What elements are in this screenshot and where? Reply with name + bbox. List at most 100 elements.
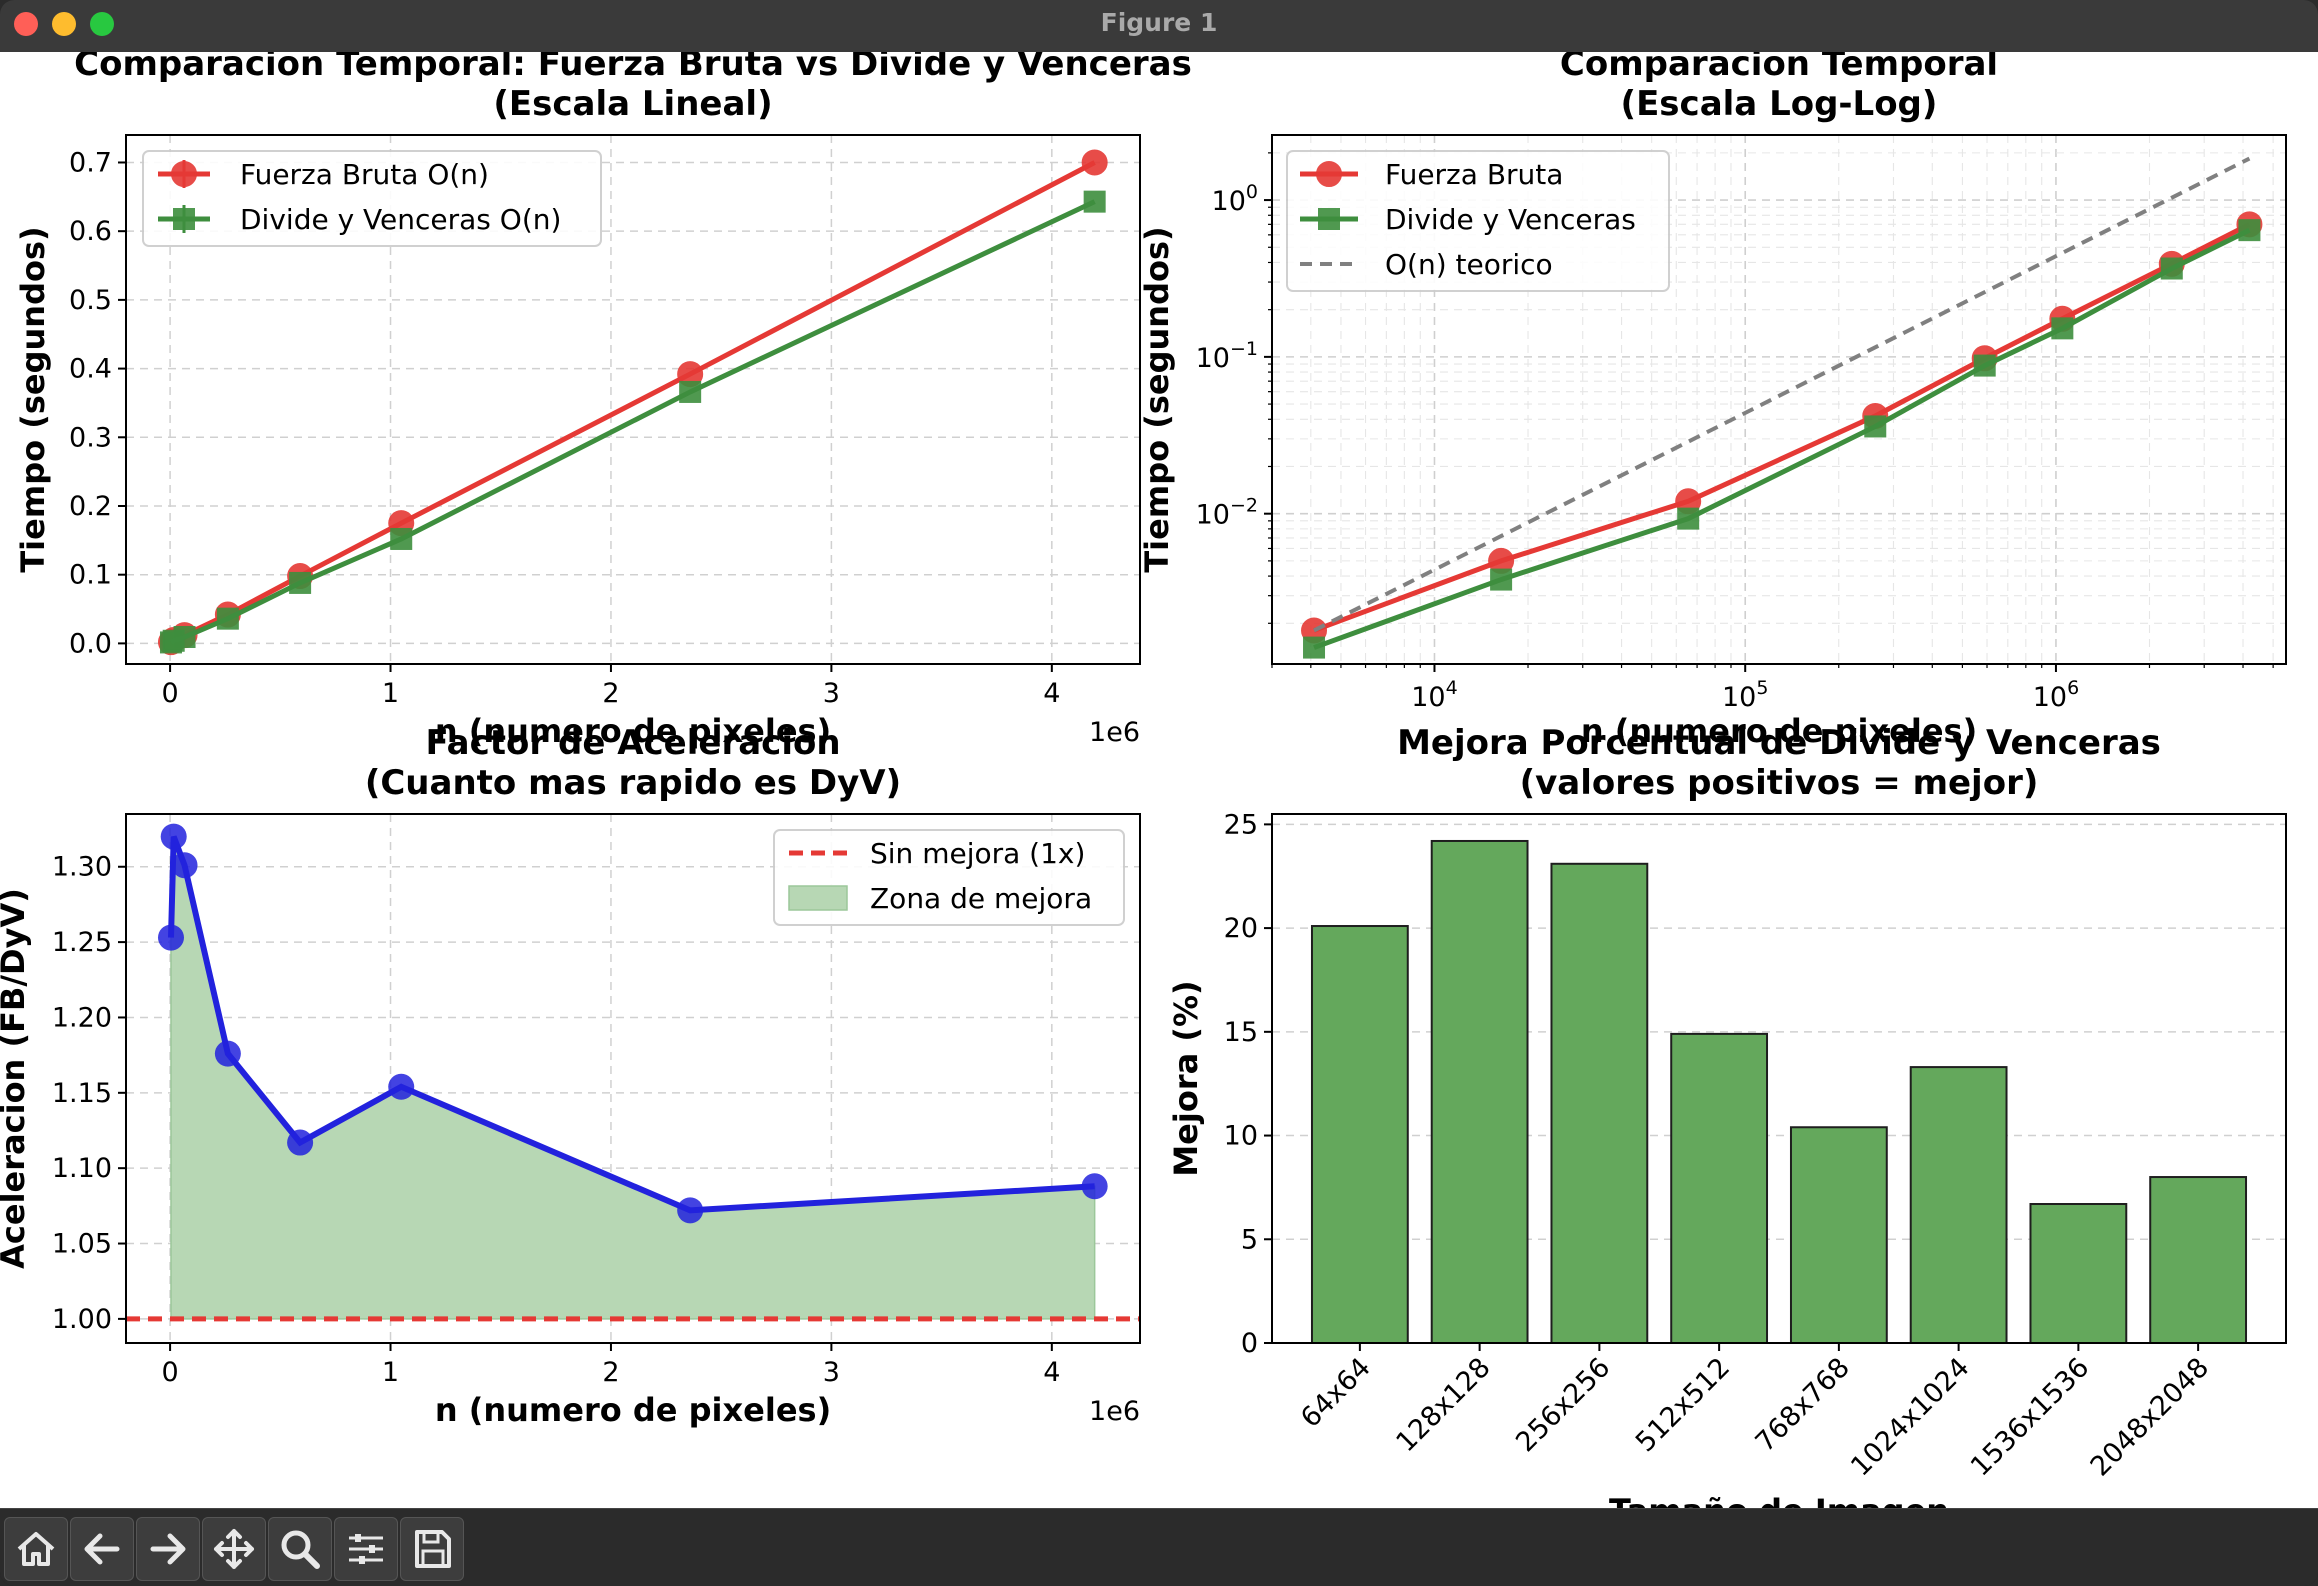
x-tick-label-3-1: 128x128 [1390,1352,1496,1458]
y-tick-label-2-2: 1.10 [52,1153,112,1184]
data-point-1-1-0 [1303,636,1326,659]
x-tick-label-2-3: 3 [823,1357,840,1388]
x-tick-label-1-0: 104 [1411,677,1457,713]
move-icon [214,1529,254,1569]
data-point-1-1-1 [1490,568,1513,591]
bar-2 [1550,862,1649,1344]
data-point-1-1-3 [1864,415,1887,438]
x-tick-label-3-5: 1024x1024 [1845,1352,1975,1482]
title-bar: Figure 1 [0,0,2318,53]
axes-frame-1 [1271,134,2287,665]
zoom-button[interactable] [268,1517,332,1581]
x-tick-label-3-6: 1536x1536 [1965,1352,2095,1482]
data-point-0-1-3 [216,607,239,630]
y-tick-label-0-4: 0.4 [69,354,112,385]
close-window-button[interactable] [14,12,38,36]
x-tick-label-0-3: 3 [823,678,840,709]
y-tick-label-2-4: 1.20 [52,1002,112,1033]
figure-svg: 0 1 2 3 4 0.0 0.1 0.2 0.3 0.4 0.5 0.6 0.7 Comparacion… [0,52,2287,1508]
axes-frame-3 [1271,813,2287,1344]
bar-1 [1430,839,1529,1344]
chart-title-2-line-1: (Cuanto mas rapido es DyV) [365,763,901,803]
bar-3 [1670,1032,1769,1344]
y-tick-label-0-1: 0.1 [69,560,112,591]
data-point-2-0-3 [214,1040,241,1067]
legend-label-0-1: Divide y Venceras O(n) [240,203,561,236]
data-point-0-1-5 [390,527,413,550]
y-tick-label-0-7: 0.7 [69,147,112,178]
x-tick-label-3-3: 512x512 [1630,1352,1736,1458]
y-tick-label-2-5: 1.25 [52,927,112,958]
save-icon [415,1530,451,1568]
y-tick-label-2-0: 1.00 [52,1304,112,1335]
legend-marker-1-1 [1318,208,1340,230]
legend-label-2-0: Sin mejora (1x) [870,837,1085,870]
chart-title-3-line-0: Mejora Porcentual de Divide y Venceras [1397,723,2161,763]
x-tick-label-0-1: 1 [382,678,399,709]
y-tick-label-3-4: 20 [1224,913,1258,944]
axes-frame-0 [125,134,1141,665]
series-line-1-1 [1313,227,2251,650]
axes-frame-2 [125,813,1141,1344]
y-tick-label-0-3: 0.3 [69,422,112,453]
data-point-1-1-2 [1677,507,1700,530]
minimize-window-button[interactable] [52,12,76,36]
sliders-icon [349,1534,383,1564]
x-axis-label-1: n (numero de pixeles) [1581,712,1977,750]
x-tick-label-3-0: 64x64 [1295,1352,1377,1434]
legend-label-2-1: Zona de mejora [870,882,1092,915]
legend-label-1-2: O(n) teorico [1385,248,1553,281]
arrow-right-icon [150,1533,186,1565]
x-tick-label-2-4: 4 [1043,1357,1060,1388]
data-point-1-1-6 [2160,257,2183,280]
y-tick-label-3-2: 10 [1224,1121,1258,1152]
window-title: Figure 1 [1100,8,1218,37]
arrow-left-icon [84,1533,120,1565]
x-tick-label-3-7: 2048x2048 [2085,1352,2215,1482]
data-point-1-1-7 [2238,219,2261,242]
x-offset-label-0: 1e6 [1089,717,1140,748]
back-button[interactable] [70,1517,134,1581]
data-point-0-0-7 [1081,149,1108,176]
configure-subplots-button[interactable] [334,1517,398,1581]
chart-title-2-line-0: Factor de Aceleracion [425,723,840,763]
x-axis-label-3: Tamaño de Imagen [1609,1492,1949,1508]
y-tick-label-0-6: 0.6 [69,216,112,247]
y-tick-label-2-1: 1.05 [52,1229,112,1260]
y-tick-label-2-6: 1.30 [52,852,112,883]
data-point-0-1-6 [679,380,702,403]
data-point-2-0-7 [1081,1173,1108,1200]
maximize-window-button[interactable] [90,12,114,36]
y-tick-label-2-3: 1.15 [52,1078,112,1109]
y-tick-label-1-2: 100 [1212,181,1258,217]
chart-title-3-line-1: (valores positivos = mejor) [1520,763,2039,803]
y-tick-label-3-1: 5 [1241,1224,1258,1255]
forward-button[interactable] [136,1517,200,1581]
data-point-2-0-5 [388,1073,415,1100]
data-point-2-0-1 [160,823,187,850]
save-button[interactable] [400,1517,464,1581]
y-tick-label-1-0: 10−2 [1196,495,1258,531]
x-tick-label-0-4: 4 [1043,678,1060,709]
y-tick-label-0-2: 0.2 [69,491,112,522]
x-tick-label-2-0: 0 [161,1357,178,1388]
legend-marker-0-1 [173,208,195,230]
zoom-icon [281,1530,320,1569]
bar-4 [1789,1126,1888,1344]
data-point-2-0-2 [171,852,198,879]
legend-0 [142,150,602,247]
home-button[interactable] [4,1517,68,1581]
legend-patch-2-1 [788,885,848,911]
y-axis-label-3: Mejora (%) [1167,980,1205,1176]
chart-title-1-line-1: (Escala Log-Log) [1621,84,1938,124]
series-line-1-2 [1313,156,2251,633]
home-icon [17,1532,55,1566]
legend-marker-1-0 [1316,161,1342,187]
y-tick-label-3-3: 15 [1224,1017,1258,1048]
legend-1 [1286,150,1670,292]
series-line-1-0 [1313,222,2251,633]
x-tick-label-0-0: 0 [161,678,178,709]
pan-button[interactable] [202,1517,266,1581]
y-axis-label-2: Aceleracion (FB/DyV) [0,888,32,1269]
